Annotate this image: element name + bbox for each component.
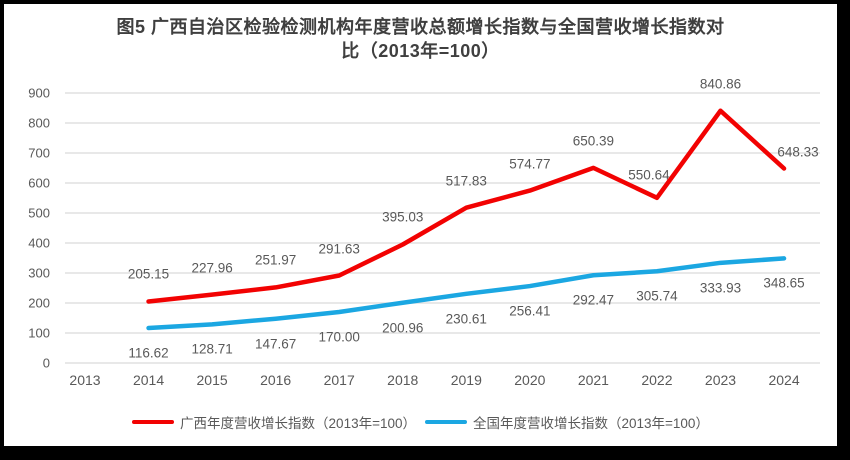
data-label: 230.61 (445, 311, 487, 327)
x-tick-label: 2020 (514, 372, 546, 388)
y-tick-label: 700 (28, 145, 50, 161)
data-label: 128.71 (191, 341, 233, 357)
data-label: 292.47 (572, 292, 615, 308)
data-label: 333.93 (699, 280, 742, 296)
data-label: 147.67 (254, 336, 297, 352)
data-label: 650.39 (572, 133, 615, 149)
chart-title-line2: 比（2013年=100） (341, 41, 500, 61)
legend-label-national: 全国年度营收增长指数（2013年=100） (473, 416, 709, 431)
data-label: 517.83 (445, 173, 487, 189)
data-label: 574.77 (509, 156, 551, 172)
y-tick-label: 200 (28, 295, 50, 311)
y-tick-label: 900 (28, 85, 50, 101)
national-line-swatch-icon (425, 419, 467, 425)
data-label: 291.63 (318, 241, 360, 256)
x-tick-label: 2016 (260, 372, 292, 388)
x-tick-label: 2022 (641, 372, 673, 388)
y-tick-label: 300 (28, 265, 50, 281)
data-label: 648.33 (777, 144, 819, 159)
data-label: 305.74 (636, 288, 678, 304)
y-tick-label: 600 (28, 175, 50, 191)
data-label: 840.86 (699, 76, 742, 92)
y-tick-label: 100 (28, 325, 50, 341)
y-tick-label: 400 (28, 235, 50, 251)
y-tick-label: 500 (28, 205, 50, 221)
legend: 广西年度营收增长指数（2013年=100） 全国年度营收增长指数（2013年=1… (4, 412, 837, 432)
legend-item-guangxi: 广西年度营收增长指数（2013年=100） (132, 412, 416, 432)
series-line-guangxi (146, 108, 787, 304)
data-label: 251.97 (254, 252, 297, 268)
chart-title-line1: 图5 广西自治区检验检测机构年度营收总额增长指数与全国营收增长指数对 (116, 17, 725, 37)
data-label: 205.15 (127, 266, 170, 282)
x-tick-label: 2017 (323, 372, 355, 388)
x-tick-label: 2015 (196, 372, 228, 388)
guangxi-line-swatch-icon (132, 419, 175, 425)
chart-title: 图5 广西自治区检验检测机构年度营收总额增长指数与全国营收增长指数对 比（201… (4, 15, 837, 63)
x-tick-label: 2019 (450, 372, 482, 388)
x-tick-label: 2024 (768, 372, 800, 388)
y-tick-label: 800 (28, 115, 50, 131)
data-label: 348.65 (763, 275, 805, 291)
x-tick-label: 2023 (704, 372, 737, 388)
legend-label-guangxi: 广西年度营收增长指数（2013年=100） (180, 416, 416, 431)
y-tick-label: 0 (42, 355, 50, 371)
data-label: 550.64 (628, 167, 670, 183)
x-tick-label: 2018 (387, 372, 419, 388)
chart-canvas: 图5 广西自治区检验检测机构年度营收总额增长指数与全国营收增长指数对 比（201… (4, 4, 837, 446)
data-label: 256.41 (509, 303, 551, 319)
x-tick-label: 2014 (132, 372, 165, 388)
data-label: 395.03 (382, 209, 424, 225)
x-tick-label: 2013 (69, 372, 101, 388)
legend-item-national: 全国年度营收增长指数（2013年=100） (425, 412, 709, 432)
data-label: 170.00 (318, 329, 360, 345)
data-label: 227.96 (191, 260, 233, 276)
x-tick-label: 2021 (577, 372, 609, 388)
data-label: 200.96 (382, 320, 424, 336)
data-label: 116.62 (128, 345, 169, 361)
